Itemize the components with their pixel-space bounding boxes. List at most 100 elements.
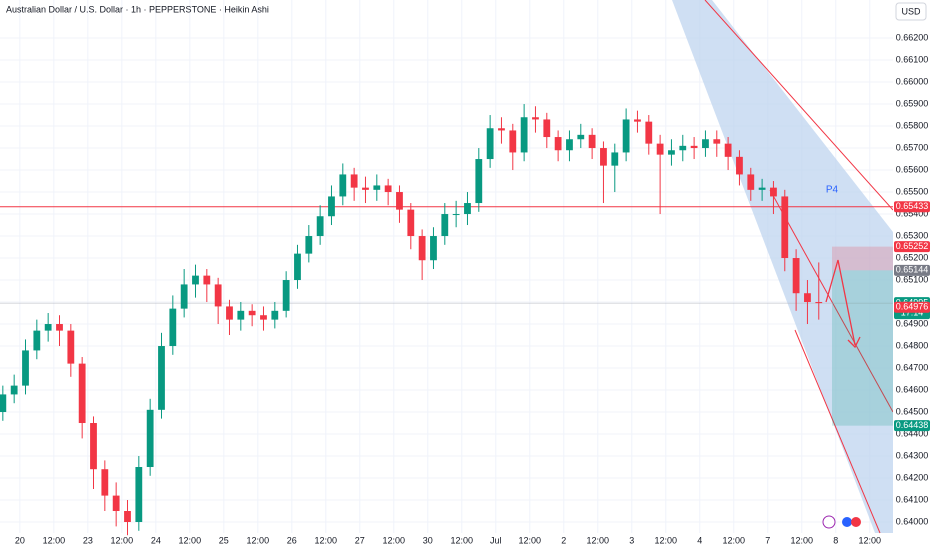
channel-line	[769, 189, 894, 413]
x-tick-label: 25	[219, 535, 229, 545]
candle-body	[339, 174, 347, 197]
y-tick-label: 0.65900	[896, 98, 929, 108]
candle-body	[407, 209, 415, 237]
x-tick-label: 12:00	[519, 535, 542, 545]
candle-body	[146, 409, 154, 468]
price-label-box	[894, 241, 930, 253]
channel-line	[704, 0, 894, 211]
candle-body	[316, 216, 324, 237]
candle-body	[112, 495, 120, 512]
y-tick-label: 0.65600	[896, 164, 929, 174]
x-tick-label: 12:00	[247, 535, 270, 545]
price-label-box	[894, 201, 930, 213]
x-tick-label: 12:00	[655, 535, 678, 545]
candle-body	[0, 394, 7, 413]
candle-body	[486, 128, 494, 160]
candle-body	[498, 128, 505, 131]
candle-body	[78, 363, 86, 424]
x-tick-label: 4	[697, 535, 702, 545]
candle-body	[645, 121, 653, 144]
candle-body	[271, 310, 279, 320]
x-tick-label: 24	[151, 535, 161, 545]
candle-body	[736, 156, 743, 175]
x-tick-label: 12:00	[791, 535, 814, 545]
candle-body	[44, 324, 52, 331]
x-tick-label: 12:00	[179, 535, 202, 545]
price-label: 0.64976	[896, 302, 929, 312]
candle-body	[713, 139, 721, 144]
price-label-box	[894, 420, 930, 432]
candle-body	[464, 203, 471, 215]
candle-body	[214, 284, 222, 307]
candle-body	[396, 192, 403, 210]
y-tick-label: 0.64900	[896, 318, 929, 328]
candle-body	[135, 467, 143, 523]
candle-body	[532, 117, 539, 120]
candle-body	[328, 196, 335, 217]
y-tick-label: 0.65800	[896, 120, 929, 130]
x-tick-label: 12:00	[111, 535, 134, 545]
x-tick-label: 3	[629, 535, 634, 545]
price-label: 0.65252	[896, 241, 929, 251]
y-tick-label: 0.64800	[896, 340, 929, 350]
candle-body	[56, 324, 63, 331]
candle-body	[554, 137, 562, 151]
candle-body	[260, 315, 267, 320]
candle-body	[668, 150, 675, 155]
channel-line	[794, 329, 881, 534]
y-tick-label: 0.64000	[896, 516, 929, 526]
y-tick-label: 0.66100	[896, 54, 929, 64]
candle-body	[634, 119, 641, 122]
event-icon[interactable]	[822, 515, 836, 529]
x-tick-label: 26	[287, 535, 297, 545]
candle-body	[10, 385, 18, 395]
candle-body	[792, 258, 800, 294]
price-label-box	[894, 301, 930, 313]
y-tick-label: 0.66000	[896, 76, 929, 86]
candle-body	[373, 185, 381, 190]
candle-body	[124, 511, 131, 523]
currency-button[interactable]	[895, 2, 927, 21]
candle-body	[226, 306, 233, 320]
currency[interactable]: USD	[901, 6, 921, 16]
x-tick-label: 12:00	[723, 535, 746, 545]
candle-body	[294, 253, 301, 281]
candles	[0, 104, 823, 536]
candle-body	[22, 350, 29, 386]
candle-body	[622, 119, 630, 153]
y-tick-label: 0.64700	[896, 362, 929, 372]
candle-body	[475, 159, 483, 204]
x-tick-label: 12:00	[383, 535, 406, 545]
price-label: 0.64438	[896, 420, 929, 430]
levels	[0, 206, 893, 426]
stop-zone	[832, 246, 893, 271]
candle-body	[67, 330, 75, 364]
candle-body	[362, 187, 369, 190]
y-tick-label: 0.64600	[896, 384, 929, 394]
x-tick-label: 7	[765, 535, 770, 545]
candle-body	[656, 143, 664, 155]
candle-body	[611, 152, 619, 166]
candle-body	[747, 174, 755, 190]
event-icon[interactable]	[851, 517, 861, 527]
candle-body	[758, 187, 766, 190]
projection-arrow	[825, 259, 856, 346]
event-icon[interactable]	[842, 517, 852, 527]
y-tick-label: 0.64300	[896, 450, 929, 460]
x-tick-label: 30	[423, 535, 433, 545]
candle-body	[101, 469, 109, 496]
candle-body	[577, 134, 585, 140]
x-tick-label: 23	[83, 535, 93, 545]
candle-body	[169, 308, 177, 347]
y-tick-label: 0.65400	[896, 208, 929, 218]
candle-body	[543, 119, 551, 138]
target-zone	[832, 270, 893, 426]
candle-body	[441, 214, 449, 237]
candle-body	[90, 423, 97, 470]
price-label: 0.65144	[896, 265, 929, 275]
candle-body	[804, 293, 811, 303]
chart-title: Australian Dollar / U.S. Dollar · 1h · P…	[6, 4, 269, 14]
y-tick-label: 0.65200	[896, 252, 929, 262]
x-tick-label: 2	[561, 535, 566, 545]
